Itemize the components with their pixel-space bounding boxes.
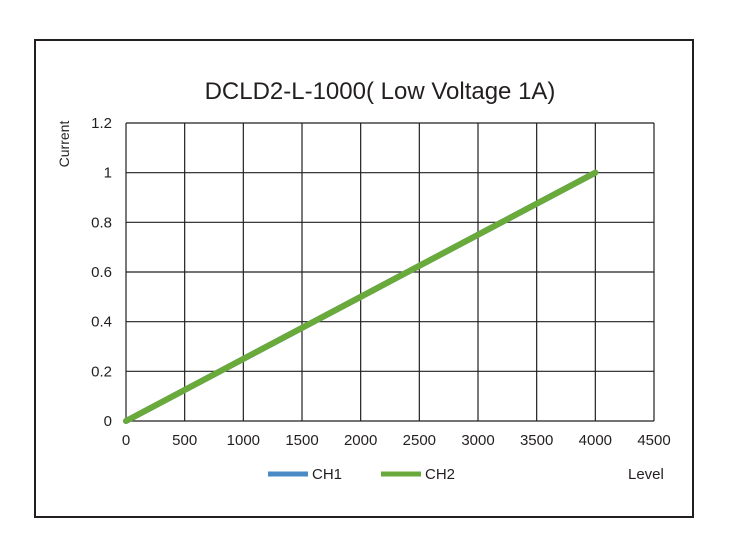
x-tick-label: 1000 [227, 432, 260, 449]
series-lines [123, 169, 599, 424]
legend: CH1 CH2 [268, 466, 455, 483]
y-tick-label: 0.6 [91, 264, 112, 281]
x-axis-label: Level [628, 466, 664, 483]
y-axis-label: Current [56, 121, 72, 168]
x-tick-label: 4000 [579, 432, 612, 449]
x-tick-label: 500 [172, 432, 197, 449]
x-tick-label: 0 [122, 432, 130, 449]
x-tick-label: 3000 [461, 432, 494, 449]
x-tick-label: 1500 [285, 432, 318, 449]
x-tick-label: 3500 [520, 432, 553, 449]
y-tick-label: 0 [104, 413, 112, 430]
y-tick-label: 1.2 [91, 115, 112, 132]
series-line-ch2 [123, 169, 599, 424]
tick-labels: 0 500 1000 1500 2000 2500 3000 3500 4000 4500 0 0.2… [91, 115, 671, 449]
legend-label-ch1: CH1 [312, 466, 342, 483]
x-tick-label: 2500 [403, 432, 436, 449]
y-tick-label: 0.8 [91, 214, 112, 231]
y-tick-label: 0.2 [91, 363, 112, 380]
legend-label-ch2: CH2 [425, 466, 455, 483]
y-tick-label: 0.4 [91, 314, 112, 331]
x-tick-label: 4500 [637, 432, 670, 449]
chart-title: DCLD2-L-1000( Low Voltage 1A) [205, 78, 556, 105]
chart-frame [34, 39, 694, 518]
y-tick-label: 1 [104, 165, 112, 182]
x-tick-label: 2000 [344, 432, 377, 449]
